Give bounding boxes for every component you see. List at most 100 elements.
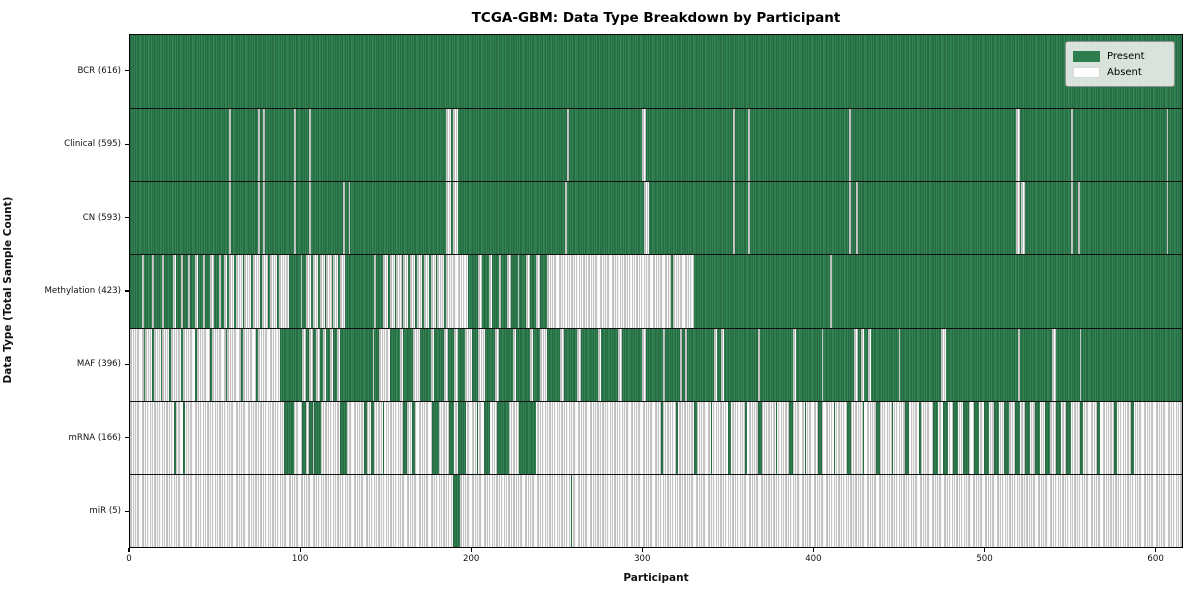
present-run: [710, 401, 713, 474]
row-methylation: [130, 254, 1182, 328]
present-run: [789, 401, 793, 474]
present-run: [804, 401, 807, 474]
row-mir: [130, 473, 1182, 547]
absent-run: [1070, 109, 1073, 182]
absent-run: [300, 255, 303, 328]
present-run: [382, 401, 385, 474]
absent-run: [203, 255, 206, 328]
absent-run: [732, 182, 735, 255]
present-run: [302, 401, 306, 474]
absent-run: [577, 328, 581, 401]
present-run: [309, 401, 313, 474]
legend-present-label: Present: [1107, 50, 1145, 62]
absent-run: [732, 109, 735, 182]
present-run: [519, 401, 537, 474]
absent-run: [536, 255, 540, 328]
present-run: [283, 401, 294, 474]
absent-run: [170, 328, 182, 401]
absent-run: [1016, 109, 1020, 182]
absent-run: [182, 328, 195, 401]
present-run: [661, 401, 663, 474]
present-run: [314, 401, 322, 474]
present-run: [1014, 401, 1020, 474]
absent-run: [382, 255, 388, 328]
absent-run: [413, 328, 421, 401]
present-run: [963, 401, 969, 474]
present-run: [847, 401, 851, 474]
ytick-label-clinical: Clinical (595): [64, 139, 121, 150]
absent-run: [445, 182, 452, 255]
present-run: [1096, 401, 1101, 474]
absent-run: [172, 255, 177, 328]
present-run: [570, 474, 573, 547]
absent-run: [488, 255, 493, 328]
absent-run: [478, 255, 482, 328]
absent-run: [229, 182, 231, 255]
absent-run: [1079, 328, 1082, 401]
present-run: [363, 401, 368, 474]
absent-run: [1070, 182, 1073, 255]
absent-run: [758, 328, 761, 401]
row-mrna: [130, 400, 1182, 474]
ytick-label-mrna: mRNA (166): [68, 432, 122, 443]
absent-run: [1016, 182, 1020, 255]
present-run: [693, 401, 697, 474]
present-run: [1035, 401, 1041, 474]
absent-run: [498, 255, 501, 328]
present-run: [1079, 401, 1083, 474]
absent-run: [244, 255, 252, 328]
absent-run: [546, 255, 672, 328]
x-axis-label: Participant: [623, 572, 689, 584]
legend-item-absent: Absent: [1073, 64, 1166, 80]
absent-run: [854, 328, 858, 401]
absent-run: [258, 328, 281, 401]
present-run: [174, 401, 177, 474]
present-run: [727, 401, 732, 474]
absent-run: [539, 328, 547, 401]
absent-run: [410, 255, 416, 328]
present-run: [818, 401, 822, 474]
present-run: [476, 401, 479, 474]
absent-run: [416, 255, 423, 328]
ytick-label-maf: MAF (396): [76, 359, 121, 370]
absent-run: [153, 328, 161, 401]
present-run: [182, 401, 185, 474]
present-run: [449, 401, 455, 474]
absent-run: [567, 109, 569, 182]
absent-run: [218, 255, 221, 328]
absent-run: [529, 328, 534, 401]
ytick-label-methylation: Methylation (423): [44, 286, 121, 296]
xtick-mark: [1155, 548, 1157, 552]
absent-run: [229, 255, 235, 328]
absent-run: [261, 255, 269, 328]
legend-present-swatch: [1073, 50, 1100, 62]
xtick-mark: [983, 548, 986, 552]
present-run: [411, 401, 416, 474]
present-run: [1045, 401, 1051, 474]
absent-run: [898, 328, 901, 401]
present-run: [905, 401, 909, 474]
xtick-mark: [470, 548, 472, 552]
ytick-mark: [124, 70, 129, 72]
absent-run: [145, 328, 153, 401]
absent-run: [560, 328, 564, 401]
row-clinical: [130, 108, 1182, 182]
absent-run: [348, 182, 351, 255]
present-run: [1130, 401, 1135, 474]
present-run: [862, 401, 865, 474]
absent-run: [252, 255, 260, 328]
xtick-mark: [641, 548, 643, 552]
present-run: [457, 401, 467, 474]
xtick-label-600: 600: [1147, 554, 1164, 564]
absent-run: [1052, 328, 1056, 401]
ytick-mark: [124, 363, 129, 366]
present-run: [483, 401, 491, 474]
absent-run: [644, 182, 650, 255]
present-run: [676, 401, 679, 474]
xtick-mark: [812, 548, 814, 552]
absent-run: [512, 328, 516, 401]
xtick-label-100: 100: [291, 554, 309, 564]
absent-run: [423, 255, 429, 328]
absent-run: [478, 328, 486, 401]
absent-run: [329, 328, 334, 401]
